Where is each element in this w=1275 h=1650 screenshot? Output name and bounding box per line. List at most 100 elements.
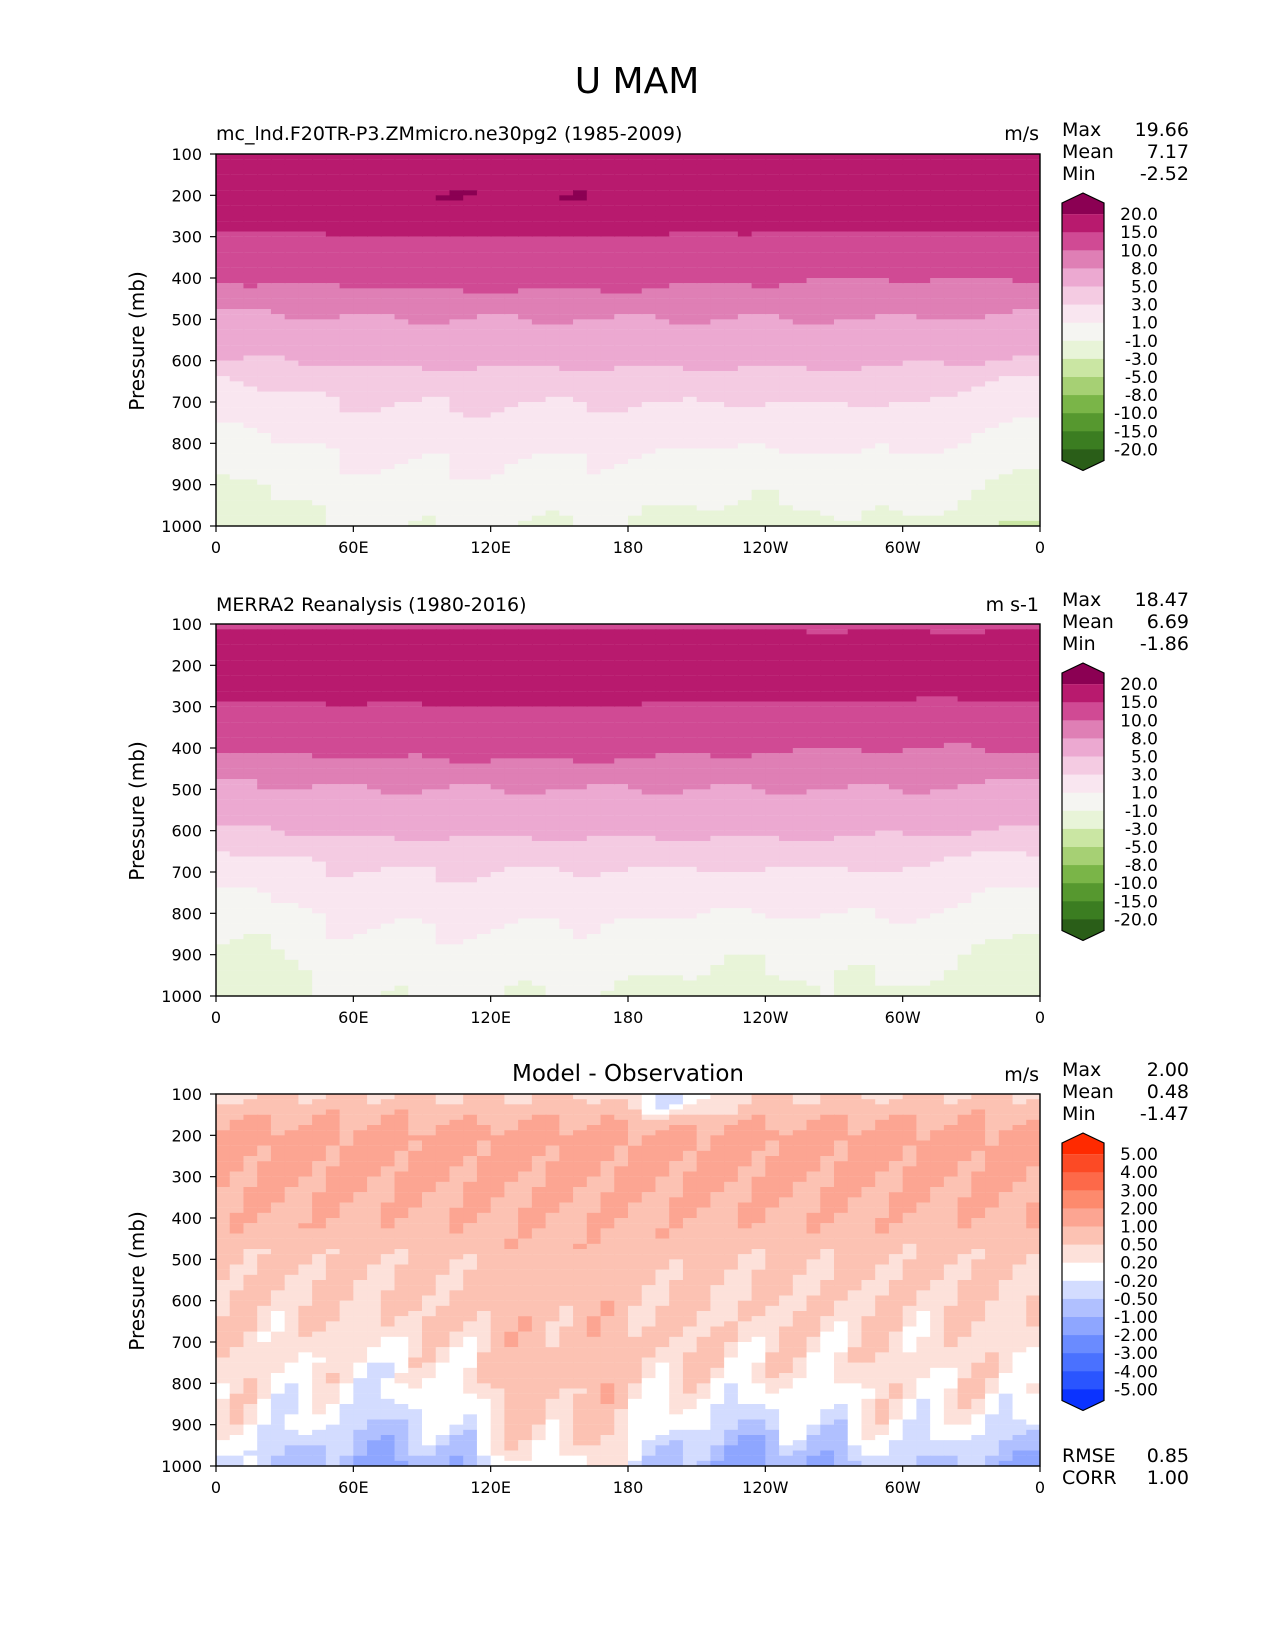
contour-cell [312,340,327,346]
contour-cell [298,696,314,702]
contour-cell [888,396,904,403]
contour-cell [312,877,327,883]
contour-cell [449,458,465,465]
contour-cell [490,427,506,434]
contour-cell [545,195,561,201]
contour-cell [600,174,616,180]
contour-cell [641,185,657,191]
contour-cell [669,179,684,186]
contour-cell [270,340,286,346]
contour-cell [325,644,341,650]
contour-cell [339,479,355,485]
colorbar-label: 10.0 [1120,241,1158,261]
contour-cell [1026,334,1040,341]
contour-cell [628,489,643,496]
panel-units: m/s [1004,123,1039,145]
contour-cell [888,469,904,475]
contour-cell [284,360,300,366]
contour-cell [1012,159,1028,165]
contour-cell [655,474,671,480]
contour-cell [600,417,616,423]
contour-cell [765,412,780,418]
contour-cell [696,484,712,490]
contour-cell [820,179,835,186]
contour-cell [669,210,684,217]
contour-cell [216,691,231,697]
contour-cell [408,458,423,465]
contour-cell [792,381,808,387]
contour-cell [284,980,300,986]
contour-cell [696,500,712,506]
contour-cell [600,350,616,356]
contour-cell [943,329,959,335]
contour-cell [353,288,368,294]
contour-cell [216,298,231,304]
contour-cell [312,835,327,842]
contour-cell [834,309,849,315]
contour-cell [737,174,753,180]
contour-cell [435,278,451,284]
contour-cell [518,195,533,201]
contour-cell [325,634,341,640]
contour-cell [779,360,794,366]
contour-cell [545,417,561,423]
contour-cell [298,505,314,511]
contour-cell [820,427,835,434]
contour-cell [353,417,368,423]
contour-cell [751,510,767,516]
contour-cell [682,179,698,186]
contour-cell [628,407,643,413]
contour-cell [985,231,1000,237]
contour-cell [476,195,492,201]
contour-cell [284,939,300,945]
contour-cell [600,154,616,160]
contour-cell [490,164,506,170]
contour-cell [902,283,918,289]
contour-cell [641,169,657,175]
contour-cell [243,959,259,966]
contour-cell [710,278,726,284]
contour-cell [888,257,904,263]
contour-cell [875,376,890,382]
contour-cell [710,262,726,268]
contour-cell [229,784,245,790]
contour-cell [779,458,794,465]
contour-cell [655,489,671,496]
contour-cell [229,887,245,893]
contour-cell [394,340,410,346]
contour-cell [435,365,451,372]
contour-cell [270,154,286,160]
contour-cell [243,484,259,490]
contour-cell [380,241,396,248]
contour-cell [463,433,478,439]
contour-cell [257,510,272,516]
contour-cell [820,278,835,284]
contour-cell [573,216,588,222]
contour-cell [504,154,520,160]
contour-cell [696,174,712,180]
contour-cell [394,489,410,496]
contour-cell [243,815,259,821]
contour-cell [655,293,671,299]
contour-cell [861,510,877,516]
contour-cell [724,402,739,408]
contour-cell [312,386,327,392]
contour-cell [559,500,574,506]
contour-cell [422,257,437,263]
contour-cell [834,495,849,501]
contour-cell [490,154,506,160]
contour-cell [284,154,300,160]
contour-cell [930,469,945,475]
contour-cell [229,396,245,403]
contour-cell [971,231,986,237]
contour-cell [504,216,520,222]
contour-cell [243,773,259,780]
contour-cell [243,830,259,836]
contour-cell [902,179,918,186]
contour-cell [861,154,877,160]
contour-cell [998,267,1014,273]
contour-cell [229,820,245,826]
contour-cell [229,939,245,945]
contour-cell [696,288,712,294]
contour-cell [367,329,382,335]
